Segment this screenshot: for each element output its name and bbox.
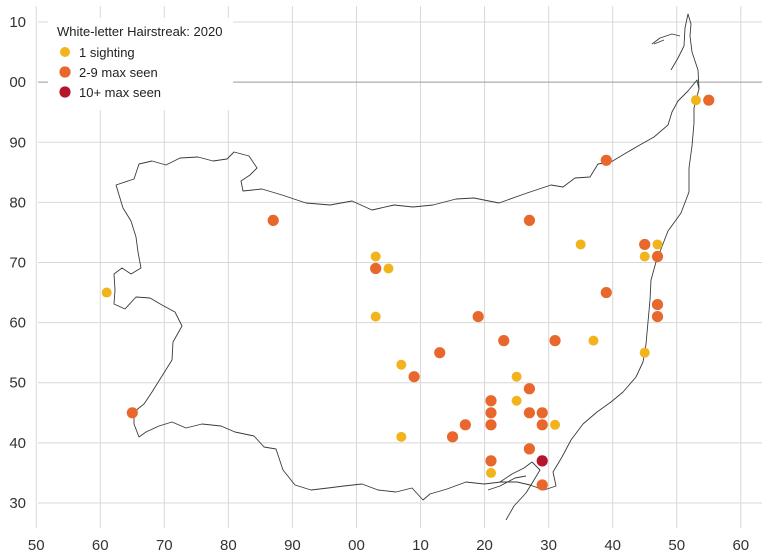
legend-swatch — [59, 86, 71, 98]
x-tick-label: 60 — [732, 537, 749, 554]
sighting-point — [523, 383, 536, 395]
sighting-point — [639, 347, 650, 358]
sighting-point — [383, 263, 394, 274]
sighting-point — [370, 262, 382, 275]
y-tick-label: 60 — [9, 315, 26, 332]
sighting-point — [536, 479, 548, 491]
legend: White-letter Hairstreak: 2020 1 sighting… — [48, 18, 233, 110]
legend-title: White-letter Hairstreak: 2020 — [57, 24, 222, 39]
sighting-point — [408, 371, 420, 383]
y-tick-label: 00 — [9, 74, 26, 91]
sighting-point — [690, 95, 701, 106]
sighting-point — [370, 311, 381, 322]
sighting-point — [370, 251, 381, 262]
sighting-point — [536, 407, 548, 419]
sighting-point — [396, 359, 407, 370]
x-tick-label: 90 — [284, 537, 301, 554]
northern-coast-path — [670, 13, 700, 90]
x-tick-label: 80 — [220, 537, 237, 554]
sighting-point — [600, 286, 612, 299]
x-tick-label: 20 — [476, 537, 493, 554]
y-tick-label: 50 — [9, 375, 26, 392]
sighting-point — [600, 154, 612, 166]
coastline-path — [113, 79, 700, 501]
x-tick-label: 10 — [412, 537, 429, 554]
sighting-point — [511, 371, 522, 382]
sighting-point — [703, 94, 715, 106]
y-tick-label: 90 — [9, 134, 26, 151]
legend-swatch — [59, 66, 71, 78]
x-tick-label: 50 — [668, 537, 685, 554]
sighting-point — [523, 443, 536, 455]
x-tick-label: 40 — [604, 537, 621, 554]
legend-label: 2-9 max seen — [79, 65, 158, 80]
sighting-point — [550, 419, 561, 430]
y-tick-label: 10 — [9, 14, 26, 31]
sighting-point — [511, 395, 522, 406]
x-tick-label: 00 — [348, 537, 365, 554]
sighting-point — [485, 407, 497, 419]
sighting-point — [651, 311, 664, 323]
sighting-point — [485, 419, 497, 431]
estuary-path — [499, 461, 541, 521]
sighting-point — [267, 214, 279, 227]
estuary-path-inner — [487, 475, 527, 491]
axis-tick-labels: 50 60 70 80 90 00 10 20 30 40 50 60 30 40 50 60 70 80 90 00… — [9, 14, 749, 554]
x-tick-label: 70 — [156, 537, 173, 554]
sighting-point — [472, 311, 484, 323]
sighting-point — [639, 251, 650, 262]
legend-label: 10+ max seen — [79, 85, 161, 100]
sighting-point — [485, 395, 497, 407]
y-tick-label: 70 — [9, 254, 26, 271]
grid-lines — [35, 6, 762, 528]
sighting-point — [536, 455, 548, 467]
sighting-point — [549, 335, 561, 347]
sighting-point — [101, 287, 112, 298]
sighting-point — [485, 467, 496, 478]
legend-items: 1 sighting 2-9 max seen 10+ max seen — [59, 45, 161, 100]
sighting-point — [588, 335, 599, 346]
sighting-point — [523, 407, 536, 419]
sighting-point — [434, 347, 446, 359]
river-inlet-path — [651, 33, 681, 45]
x-tick-label: 60 — [92, 537, 109, 554]
sighting-points — [101, 94, 715, 491]
sighting-point — [126, 407, 138, 419]
county-outline — [113, 13, 700, 521]
legend-label: 1 sighting — [79, 45, 135, 60]
y-tick-label: 30 — [9, 495, 26, 512]
y-tick-label: 40 — [9, 435, 26, 452]
sighting-point — [498, 335, 510, 347]
sighting-point — [639, 238, 651, 251]
sighting-point — [536, 419, 548, 431]
sighting-point — [651, 298, 664, 311]
x-tick-label: 50 — [28, 537, 45, 554]
sighting-point — [651, 250, 664, 263]
sighting-point — [396, 431, 407, 442]
sighting-point — [459, 419, 471, 431]
sighting-point — [575, 239, 586, 250]
sighting-point — [523, 214, 536, 227]
legend-background — [48, 18, 233, 110]
x-tick-label: 30 — [540, 537, 557, 554]
legend-swatch — [60, 47, 70, 57]
sighting-point — [446, 431, 459, 443]
y-tick-label: 80 — [9, 194, 26, 211]
sighting-point — [485, 455, 497, 467]
sighting-point — [652, 239, 663, 250]
